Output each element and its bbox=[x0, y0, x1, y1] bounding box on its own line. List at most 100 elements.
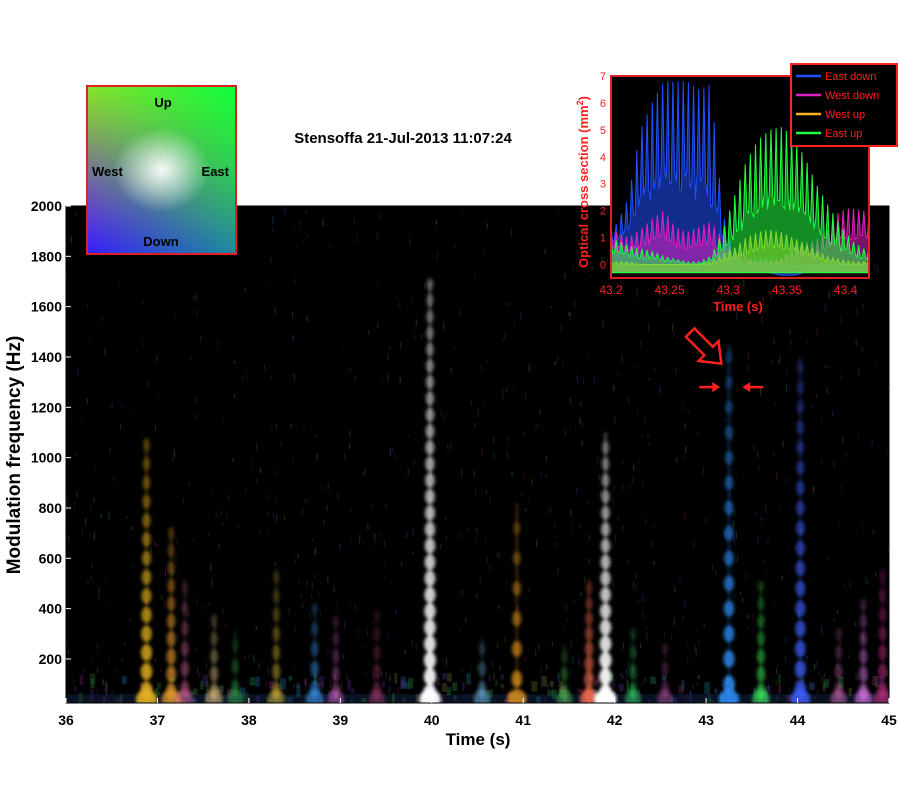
noise-speck bbox=[546, 664, 548, 670]
noise-speck bbox=[524, 657, 526, 662]
noise-speck bbox=[267, 512, 269, 518]
harmonic-blob bbox=[166, 579, 176, 593]
x-tick-label: 39 bbox=[333, 712, 349, 728]
low-band-speck bbox=[596, 675, 601, 684]
noise-speck bbox=[91, 563, 93, 568]
harmonic-blob bbox=[560, 649, 568, 664]
noise-speck bbox=[389, 674, 391, 682]
harmonic-blob bbox=[180, 641, 190, 657]
noise-speck bbox=[291, 311, 294, 319]
noise-speck bbox=[154, 658, 156, 662]
noise-speck bbox=[873, 263, 876, 272]
noise-speck bbox=[697, 430, 699, 437]
low-band-speck bbox=[156, 700, 162, 703]
harmonic-stack bbox=[556, 643, 573, 703]
noise-speck bbox=[319, 593, 321, 597]
noise-speck bbox=[539, 409, 541, 414]
fundamental-blob bbox=[854, 689, 873, 703]
harmonic-blob bbox=[512, 521, 521, 535]
low-band-speck bbox=[681, 680, 685, 691]
inset-y-tick-label: 2 bbox=[600, 206, 606, 218]
noise-speck bbox=[597, 457, 599, 464]
noise-speck bbox=[222, 417, 224, 424]
noise-speck bbox=[439, 544, 442, 549]
noise-speck bbox=[164, 569, 167, 577]
harmonic-blob bbox=[512, 611, 522, 627]
noise-speck bbox=[755, 582, 757, 591]
noise-speck bbox=[275, 424, 277, 429]
noise-speck bbox=[259, 529, 261, 534]
noise-speck bbox=[840, 485, 842, 490]
harmonic-blob bbox=[425, 424, 435, 439]
noise-speck bbox=[694, 644, 696, 650]
noise-speck bbox=[785, 636, 787, 643]
noise-speck bbox=[303, 422, 305, 428]
noise-speck bbox=[739, 592, 742, 597]
noise-speck bbox=[150, 547, 152, 554]
low-band-speck bbox=[255, 676, 260, 687]
noise-speck bbox=[613, 386, 615, 392]
low-band-speck bbox=[361, 698, 367, 703]
noise-speck bbox=[504, 635, 506, 643]
noise-speck bbox=[396, 294, 398, 301]
noise-speck bbox=[602, 319, 604, 327]
noise-speck bbox=[174, 314, 176, 322]
noise-speck bbox=[411, 638, 413, 647]
noise-speck bbox=[659, 385, 662, 393]
fundamental-blob bbox=[790, 689, 811, 703]
noise-speck bbox=[755, 510, 758, 517]
noise-speck bbox=[585, 249, 587, 254]
annotation-arrows bbox=[684, 326, 764, 393]
noise-speck bbox=[502, 395, 504, 400]
noise-speck bbox=[517, 605, 520, 612]
low-band-speck bbox=[89, 673, 96, 684]
noise-speck bbox=[845, 452, 847, 458]
harmonic-blob bbox=[372, 663, 381, 680]
noise-speck bbox=[486, 556, 488, 563]
low-band-speck bbox=[504, 699, 510, 703]
noise-speck bbox=[752, 613, 754, 621]
harmonic-stack bbox=[205, 613, 223, 703]
y-tick-label: 800 bbox=[39, 500, 63, 516]
low-band-speck bbox=[391, 693, 396, 703]
fundamental-blob bbox=[624, 689, 641, 703]
noise-speck bbox=[590, 273, 592, 277]
noise-speck bbox=[193, 296, 195, 300]
harmonic-blob bbox=[723, 550, 735, 567]
noise-speck bbox=[636, 407, 638, 413]
noise-speck bbox=[760, 516, 763, 522]
noise-speck bbox=[498, 605, 500, 610]
noise-speck bbox=[309, 613, 311, 619]
low-band-speck bbox=[536, 696, 541, 703]
noise-speck bbox=[349, 605, 352, 610]
noise-speck bbox=[362, 540, 365, 544]
noise-speck bbox=[364, 672, 367, 676]
noise-speck bbox=[333, 586, 335, 593]
harmonic-blob bbox=[724, 450, 734, 465]
noise-speck bbox=[385, 503, 387, 508]
noise-speck bbox=[684, 446, 687, 454]
noise-speck bbox=[443, 324, 446, 332]
x-axis: 36 37 38 39 40 41 42 43 44 45 bbox=[58, 698, 897, 728]
noise-speck bbox=[733, 536, 735, 545]
noise-speck bbox=[288, 607, 290, 615]
noise-speck bbox=[749, 612, 751, 617]
noise-speck bbox=[634, 365, 636, 370]
harmonic-blob bbox=[332, 632, 340, 646]
noise-speck bbox=[875, 572, 877, 577]
noise-speck bbox=[672, 323, 674, 332]
noise-speck bbox=[746, 625, 748, 629]
low-band-speck bbox=[594, 680, 599, 687]
noise-speck bbox=[301, 702, 303, 703]
fundamental-blob bbox=[135, 689, 157, 703]
noise-speck bbox=[100, 513, 102, 519]
noise-speck bbox=[470, 663, 472, 670]
noise-speck bbox=[483, 702, 485, 703]
harmonic-blob bbox=[478, 642, 486, 656]
low-band-speck bbox=[823, 679, 829, 688]
harmonic-blob bbox=[142, 494, 151, 509]
low-band-speck bbox=[688, 690, 693, 702]
noise-speck bbox=[404, 649, 406, 655]
noise-speck bbox=[523, 431, 525, 437]
low-band-speck bbox=[442, 672, 447, 680]
